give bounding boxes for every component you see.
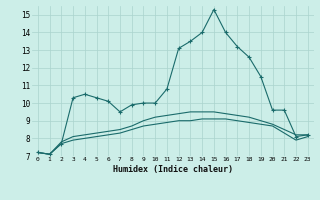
X-axis label: Humidex (Indice chaleur): Humidex (Indice chaleur)	[113, 165, 233, 174]
